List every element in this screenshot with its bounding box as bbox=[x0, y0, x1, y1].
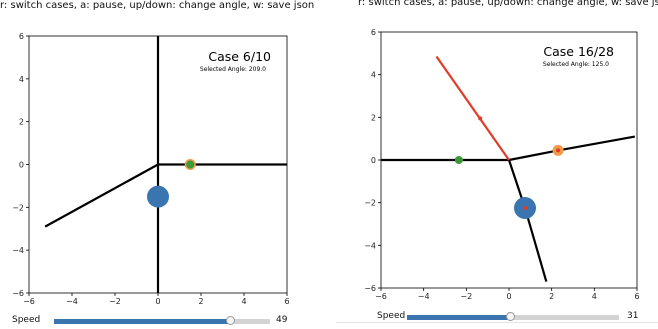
x-tick-label: 0 bbox=[155, 297, 160, 306]
x-tick-label: −4 bbox=[418, 292, 430, 301]
speed-slider-fill bbox=[54, 319, 232, 324]
speed-value: 31 bbox=[627, 311, 639, 321]
speed-slider-handle[interactable] bbox=[505, 312, 515, 321]
marker-green bbox=[186, 160, 195, 169]
x-tick-label: −2 bbox=[460, 292, 472, 301]
y-tick-label: 0 bbox=[371, 156, 376, 165]
wall-segment bbox=[44, 163, 159, 228]
case-title: Case 16/28 bbox=[543, 44, 614, 59]
y-tick-label: −4 bbox=[364, 241, 376, 250]
x-tick-label: −2 bbox=[109, 297, 121, 306]
x-tick-label: 2 bbox=[198, 297, 203, 306]
plot-canvas[interactable]: −6 −4 −2 0 2 4 6 6 4 2 0 −2 −4 −6 Case 16/28 Selected A… bbox=[334, 0, 658, 310]
y-tick-label: 0 bbox=[19, 161, 24, 170]
window-divider bbox=[336, 322, 658, 323]
marker-green bbox=[454, 156, 463, 164]
y-tick-label: 4 bbox=[371, 71, 376, 80]
plot-canvas[interactable]: −6 −4 −2 0 2 4 6 6 4 2 0 −2 −4 −6 Case 6/10 Selected An… bbox=[0, 0, 330, 310]
x-tick-label: 4 bbox=[592, 292, 597, 301]
simulation-window-right: r: switch cases, a: pause, up/down: chan… bbox=[334, 0, 658, 328]
speed-label: Speed bbox=[12, 315, 41, 325]
case-title: Case 6/10 bbox=[208, 49, 271, 64]
y-tick-label: −2 bbox=[364, 199, 376, 208]
marker-small-red bbox=[478, 116, 483, 121]
speed-control: Speed 31 bbox=[334, 311, 658, 325]
speed-label: Speed bbox=[377, 311, 406, 321]
selected-angle-label: Selected Angle: 125.0 bbox=[543, 61, 609, 68]
x-tick-label: −6 bbox=[23, 297, 35, 306]
speed-slider-handle[interactable] bbox=[226, 316, 236, 325]
y-tick-label: −4 bbox=[12, 246, 24, 255]
y-tick-label: 6 bbox=[371, 28, 376, 37]
speed-slider-fill bbox=[407, 315, 511, 320]
x-tick-label: −4 bbox=[66, 297, 78, 306]
simulation-window-left: r: switch cases, a: pause, up/down: chan… bbox=[0, 0, 330, 328]
y-tick-label: 6 bbox=[19, 32, 24, 41]
x-tick-label: −6 bbox=[375, 292, 387, 301]
y-tick-label: −6 bbox=[12, 289, 24, 298]
marker-small-red bbox=[523, 206, 527, 210]
wall-segment bbox=[557, 135, 636, 152]
selected-angle-label: Selected Angle: 209.0 bbox=[200, 66, 266, 73]
y-tick-label: 2 bbox=[19, 118, 24, 127]
wall-segment bbox=[523, 207, 548, 282]
x-tick-label: 6 bbox=[634, 292, 639, 301]
marker-small-red bbox=[556, 148, 561, 153]
selected-segment bbox=[435, 55, 510, 161]
y-tick-label: −6 bbox=[364, 284, 376, 293]
y-tick-label: 4 bbox=[19, 75, 24, 84]
x-tick-label: 6 bbox=[284, 297, 289, 306]
speed-slider[interactable] bbox=[407, 312, 619, 321]
x-tick-label: 2 bbox=[549, 292, 554, 301]
wall-segment bbox=[508, 149, 559, 162]
shortcut-help-text: r: switch cases, a: pause, up/down: chan… bbox=[0, 0, 315, 11]
x-tick-label: 0 bbox=[506, 292, 511, 301]
y-tick-label: −2 bbox=[12, 203, 24, 212]
speed-value: 49 bbox=[276, 315, 288, 325]
x-tick-label: 4 bbox=[241, 297, 246, 306]
shortcut-help-text: r: switch cases, a: pause, up/down: chan… bbox=[358, 0, 658, 8]
y-tick-label: 2 bbox=[371, 113, 376, 122]
speed-control: Speed 49 bbox=[0, 315, 330, 329]
speed-slider[interactable] bbox=[54, 316, 270, 325]
marker-big bbox=[147, 185, 169, 208]
